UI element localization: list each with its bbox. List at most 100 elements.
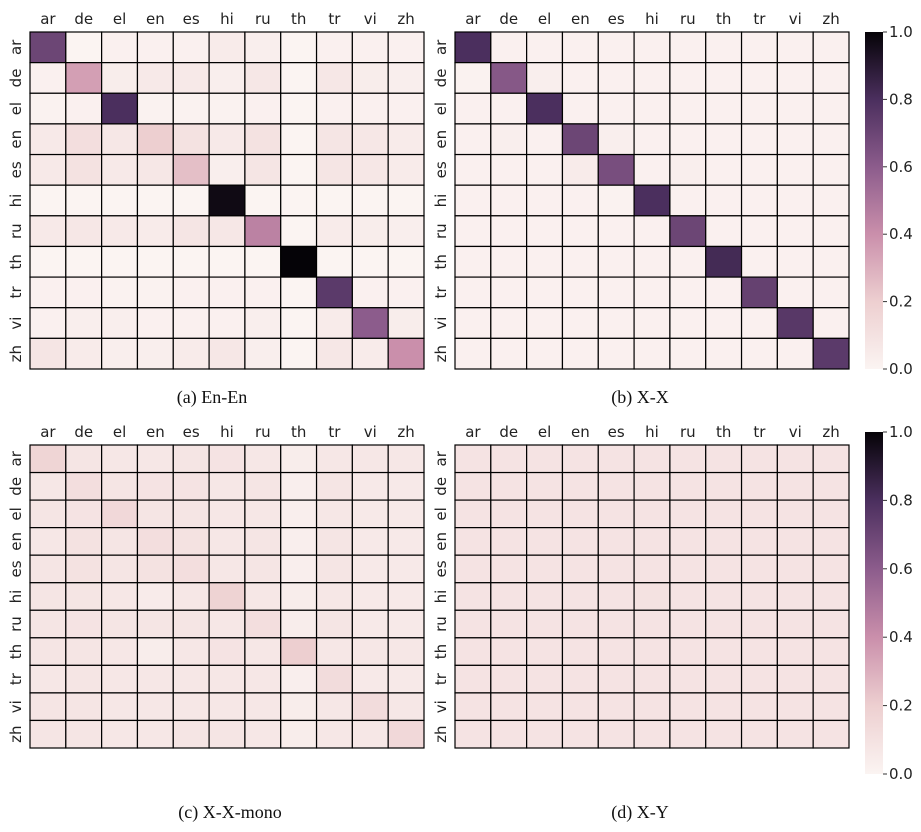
heatmap-cell — [490, 444, 528, 474]
heatmap-cell — [172, 527, 210, 556]
heatmap-cell — [172, 62, 210, 94]
heatmap-cell — [705, 307, 743, 339]
x-tick-label: ar — [40, 423, 56, 441]
x-tick-label: tr — [328, 423, 341, 441]
heatmap-cell — [208, 609, 246, 639]
heatmap-panel-x-x-mono: ar de el en es hi ru th tr vi zhardeeleneshiruthtr… — [7, 423, 425, 823]
heatmap-cell — [561, 582, 599, 611]
heatmap-cell — [561, 609, 599, 639]
y-tick-label: ru — [7, 223, 25, 239]
heatmap-cell — [244, 215, 282, 248]
heatmap-cell — [315, 307, 353, 339]
heatmap-cell — [315, 609, 353, 639]
heatmap-cell — [244, 527, 282, 556]
heatmap-cell — [280, 31, 318, 64]
heatmap-cell — [669, 719, 707, 749]
x-tick-label: vi — [364, 10, 377, 28]
heatmap-cell — [244, 31, 282, 64]
heatmap-cell — [65, 153, 103, 186]
heatmap-cell — [597, 184, 635, 217]
heatmap-cell — [776, 664, 814, 694]
heatmap-cell — [136, 444, 174, 474]
heatmap-cell — [597, 692, 635, 722]
heatmap-cell — [740, 153, 778, 186]
heatmap-cell — [454, 664, 492, 694]
heatmap-cell — [101, 245, 139, 278]
heatmap-cell — [101, 637, 139, 666]
heatmap-cell — [244, 499, 282, 529]
heatmap-cell — [633, 637, 671, 666]
heatmap-cell — [776, 337, 814, 370]
x-tick-label: zh — [822, 423, 839, 441]
heatmap-cell — [65, 307, 103, 339]
heatmap-cell — [101, 92, 139, 125]
x-tick-label: de — [499, 10, 518, 28]
heatmap-cell — [490, 153, 528, 186]
heatmap-cell — [597, 664, 635, 694]
heatmap-cell — [454, 692, 492, 722]
heatmap-cell — [387, 499, 425, 529]
y-tick-label: th — [7, 254, 25, 269]
heatmap-cell — [490, 609, 528, 639]
heatmap-cell — [136, 664, 174, 694]
heatmap-cell — [669, 92, 707, 125]
heatmap-cell — [101, 153, 139, 186]
heatmap-cell — [387, 337, 425, 370]
heatmap-cell — [561, 499, 599, 529]
y-tick-label: vi — [432, 700, 450, 713]
heatmap-cell — [669, 582, 707, 611]
heatmap-cell — [172, 471, 210, 501]
heatmap-cell — [454, 123, 492, 156]
heatmap-cell — [526, 92, 564, 125]
heatmap-cell — [490, 307, 528, 339]
heatmap-cell — [29, 31, 67, 64]
heatmap-cell — [633, 582, 671, 611]
heatmap-cell — [208, 153, 246, 186]
heatmap-cell — [812, 609, 850, 639]
y-tick-label: zh — [7, 345, 25, 362]
heatmap-cell — [387, 582, 425, 611]
heatmap-cell — [705, 245, 743, 278]
heatmap-panel-en-en: ar de el en es hi ru th tr vi zhardeeleneshiruthtr… — [7, 10, 425, 408]
x-tick-label: tr — [753, 10, 766, 28]
heatmap-cell — [669, 337, 707, 370]
heatmap-cell — [633, 215, 671, 248]
y-tick-label: en — [432, 130, 450, 149]
heatmap-cell — [597, 337, 635, 370]
y-tick-label: hi — [7, 194, 25, 208]
heatmap-cell — [454, 92, 492, 125]
heatmap-cell — [172, 664, 210, 694]
heatmap-cell — [65, 337, 103, 370]
heatmap-cell — [705, 153, 743, 186]
heatmap-cell — [490, 527, 528, 556]
heatmap-cell — [65, 471, 103, 501]
y-tick-label: tr — [432, 672, 450, 685]
heatmap-cell — [280, 471, 318, 501]
heatmap-cell — [561, 123, 599, 156]
heatmap-cell — [315, 62, 353, 94]
heatmap-cell — [208, 719, 246, 749]
heatmap-cell — [597, 215, 635, 248]
heatmap-cell — [633, 664, 671, 694]
heatmap-cell — [101, 184, 139, 217]
heatmap-cell — [776, 471, 814, 501]
heatmap-cell — [776, 719, 814, 749]
heatmap-cell — [526, 719, 564, 749]
y-tick-label: tr — [432, 286, 450, 299]
heatmap-cell — [454, 554, 492, 584]
heatmap-cell — [101, 554, 139, 584]
y-tick-label: en — [7, 130, 25, 149]
heatmap-cell — [315, 245, 353, 278]
colorbar-bottom: 0.0 0.2 0.4 0.6 0.8 1.0 — [865, 423, 913, 783]
x-tick-label: vi — [789, 423, 802, 441]
heatmap-cell — [29, 499, 67, 529]
heatmap-cell — [351, 153, 389, 186]
heatmap-cell — [29, 637, 67, 666]
heatmap-cell — [561, 92, 599, 125]
heatmap-cell — [172, 609, 210, 639]
heatmap-cell — [65, 692, 103, 722]
heatmap-cell — [136, 153, 174, 186]
x-tick-label: ar — [40, 10, 56, 28]
heatmap-panel-x-y: ar de el en es hi ru th tr vi zhardeeleneshiruthtr… — [432, 423, 850, 823]
heatmap-cell — [490, 123, 528, 156]
